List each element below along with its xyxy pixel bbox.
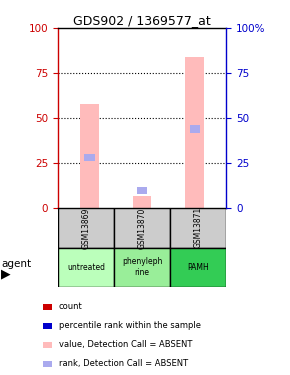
Text: untreated: untreated [67, 262, 105, 272]
Bar [190, 125, 200, 132]
Bar [114, 208, 170, 248]
Bar [43, 342, 52, 348]
Bar [133, 195, 151, 208]
Text: percentile rank within the sample: percentile rank within the sample [59, 321, 201, 330]
Bar [137, 186, 147, 194]
Bar [114, 248, 170, 287]
Bar [43, 361, 52, 367]
Text: GSM13870: GSM13870 [137, 207, 147, 249]
Text: GSM13871: GSM13871 [194, 207, 203, 249]
Bar [58, 248, 114, 287]
Bar [58, 208, 114, 248]
Bar [80, 104, 99, 208]
Bar [186, 57, 204, 208]
Text: agent: agent [1, 260, 32, 269]
Bar [170, 248, 226, 287]
Title: GDS902 / 1369577_at: GDS902 / 1369577_at [73, 14, 211, 27]
Text: count: count [59, 302, 82, 311]
Text: phenyleph
rine: phenyleph rine [122, 258, 162, 277]
Bar [43, 323, 52, 329]
Text: value, Detection Call = ABSENT: value, Detection Call = ABSENT [59, 340, 192, 350]
Text: PAMH: PAMH [187, 262, 209, 272]
Bar [170, 208, 226, 248]
Text: GSM13869: GSM13869 [81, 207, 90, 249]
Bar [84, 154, 95, 161]
Text: ▶: ▶ [1, 267, 11, 280]
Text: rank, Detection Call = ABSENT: rank, Detection Call = ABSENT [59, 359, 188, 368]
Bar [43, 304, 52, 310]
